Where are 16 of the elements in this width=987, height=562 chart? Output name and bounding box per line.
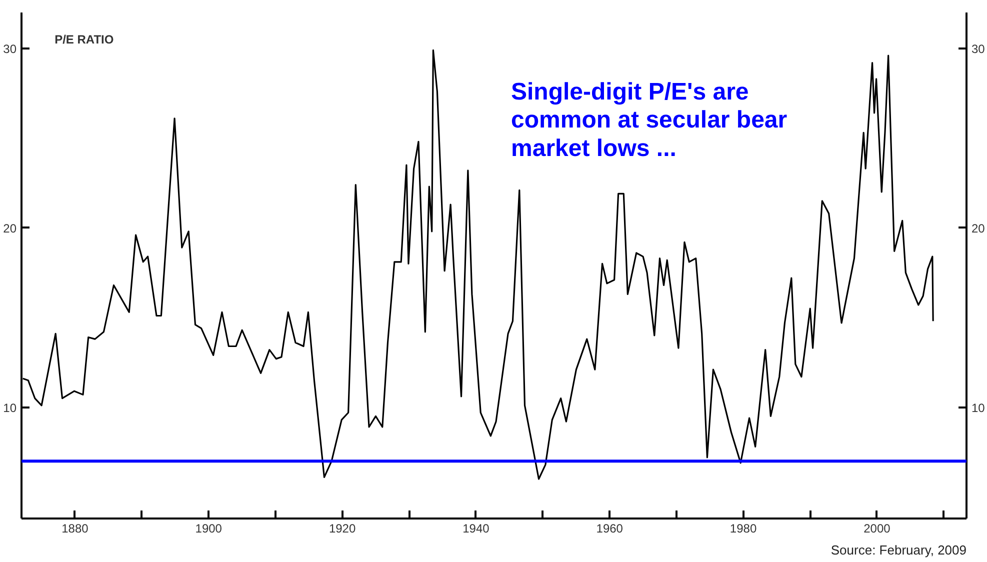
text: P/E RATIO xyxy=(54,32,114,47)
x-tick-label: 1940 xyxy=(462,522,490,536)
y2-tick-label: 10 xyxy=(972,400,986,415)
x-tick-label: 2000 xyxy=(864,522,891,536)
y2-tick-label: 20 xyxy=(972,221,986,236)
x-tick-label: 1880 xyxy=(62,522,89,536)
source-note: Source: February, 2009 xyxy=(830,542,967,558)
x-tick-label: 1960 xyxy=(596,522,624,536)
y-tick-label: 30 xyxy=(3,42,17,56)
x-tick-label: 1980 xyxy=(730,522,757,536)
y-tick-label: 20 xyxy=(3,221,17,236)
x-tick-label: 1920 xyxy=(328,522,356,536)
y2-tick-label: 30 xyxy=(972,42,986,56)
annotation: Single-digit P/E's are common at secular bear market lows ... xyxy=(511,78,788,162)
y-tick-label: 10 xyxy=(3,400,17,415)
x-tick-label: 1900 xyxy=(195,522,222,536)
